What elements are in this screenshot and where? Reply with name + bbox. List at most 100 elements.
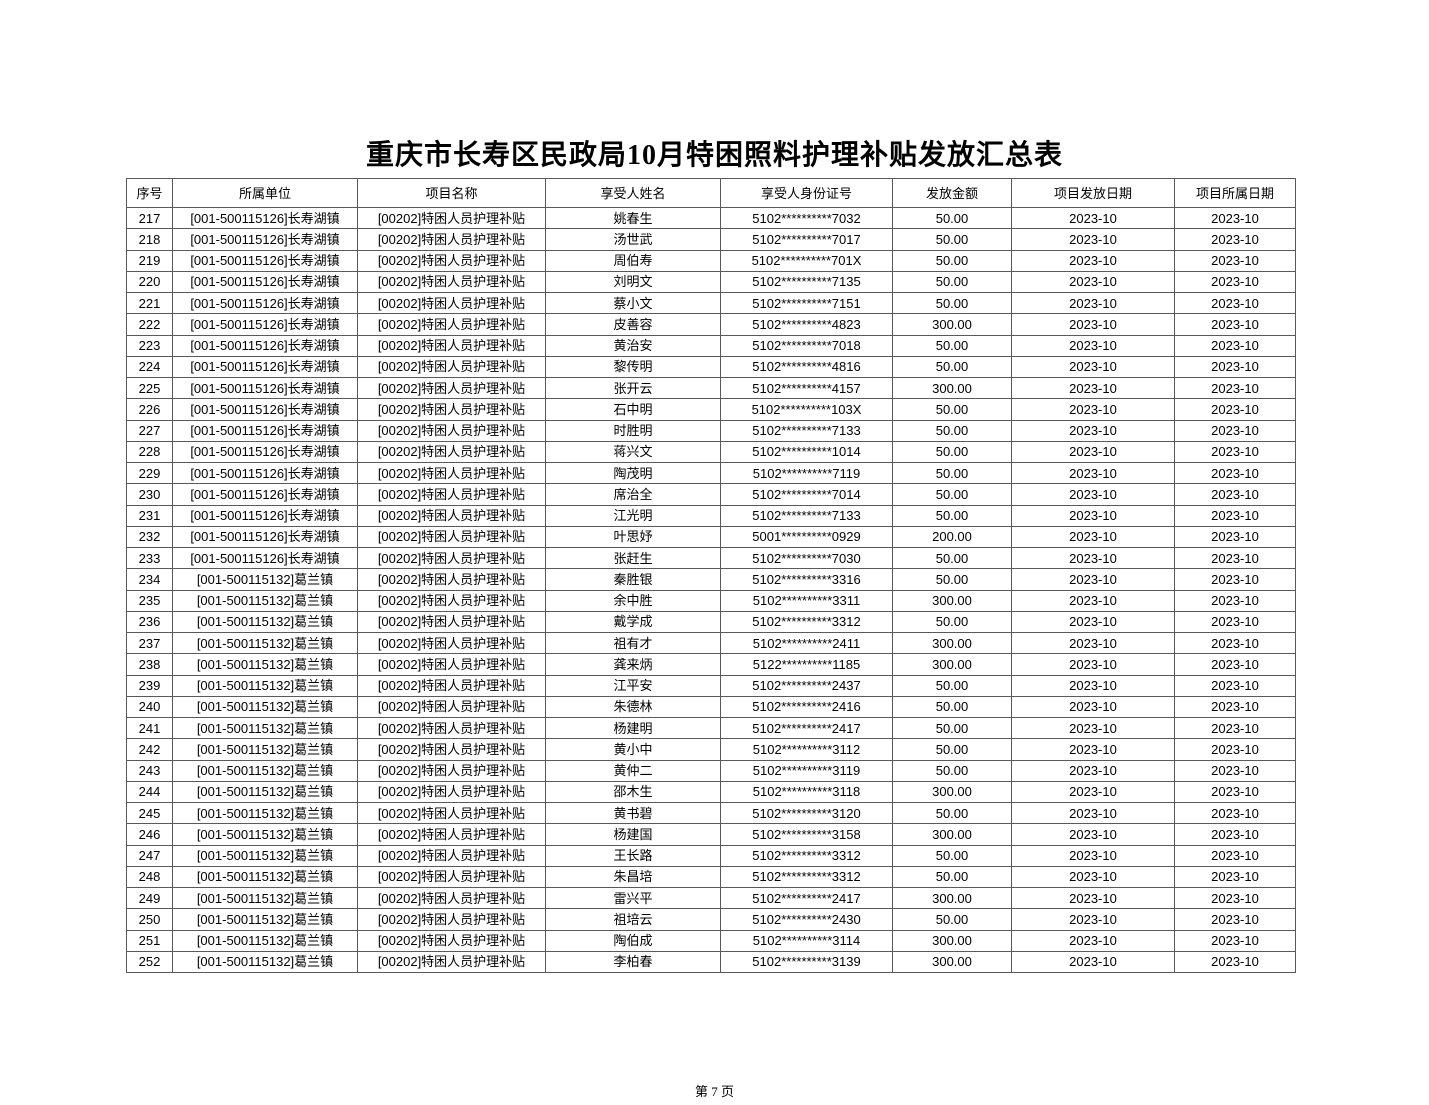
cell-period-date: 2023-10 <box>1174 865 1296 889</box>
table-row: 229 [001-500115126]长寿湖镇 [00202]特困人员护理补贴 陶茂明… <box>126 461 1296 485</box>
table-row: 249 [001-500115132]葛兰镇 [00202]特困人员护理补贴 雷兴平 5… <box>126 886 1296 910</box>
cell-id-number: 5102**********1014 <box>720 440 893 464</box>
cell-period-date: 2023-10 <box>1174 568 1296 591</box>
cell-project: [00202]特困人员护理补贴 <box>357 801 546 825</box>
header-row: 序号 所属单位 项目名称 享受人姓名 享受人身份证号 发放金额 项目发放日期 项目所属日期 <box>126 178 1296 208</box>
cell-name: 陶茂明 <box>545 461 721 485</box>
cell-id-number: 5102**********7014 <box>720 483 893 506</box>
cell-project: [00202]特困人员护理补贴 <box>357 334 546 357</box>
cell-unit: [001-500115126]长寿湖镇 <box>172 419 358 442</box>
cell-period-date: 2023-10 <box>1174 716 1296 740</box>
cell-amount: 300.00 <box>892 376 1012 400</box>
cell-amount: 50.00 <box>892 206 1012 230</box>
cell-id-number: 5102**********3120 <box>720 801 893 825</box>
cell-id-number: 5102**********3119 <box>720 759 893 782</box>
cell-period-date: 2023-10 <box>1174 483 1296 506</box>
cell-period-date: 2023-10 <box>1174 313 1296 336</box>
cell-project: [00202]特困人员护理补贴 <box>357 759 546 782</box>
column-header: 项目所属日期 <box>1174 178 1296 208</box>
cell-period-date: 2023-10 <box>1174 334 1296 357</box>
cell-unit: [001-500115132]葛兰镇 <box>172 865 358 889</box>
cell-issue-date: 2023-10 <box>1011 419 1175 442</box>
table-row: 221 [001-500115126]长寿湖镇 [00202]特困人员护理补贴 蔡小文… <box>126 291 1296 315</box>
cell-period-date: 2023-10 <box>1174 801 1296 825</box>
cell-seq: 229 <box>126 461 173 485</box>
cell-project: [00202]特困人员护理补贴 <box>357 865 546 889</box>
cell-unit: [001-500115132]葛兰镇 <box>172 780 358 804</box>
cell-amount: 300.00 <box>892 929 1012 952</box>
cell-seq: 237 <box>126 631 173 655</box>
cell-issue-date: 2023-10 <box>1011 674 1175 697</box>
cell-unit: [001-500115126]长寿湖镇 <box>172 483 358 506</box>
cell-period-date: 2023-10 <box>1174 653 1296 676</box>
cell-amount: 300.00 <box>892 313 1012 336</box>
cell-issue-date: 2023-10 <box>1011 334 1175 357</box>
table-row: 226 [001-500115126]长寿湖镇 [00202]特困人员护理补贴 石中明… <box>126 398 1296 421</box>
cell-issue-date: 2023-10 <box>1011 206 1175 230</box>
table-row: 234 [001-500115132]葛兰镇 [00202]特困人员护理补贴 秦胜银 5… <box>126 568 1296 591</box>
cell-seq: 236 <box>126 610 173 634</box>
cell-project: [00202]特困人员护理补贴 <box>357 823 546 846</box>
cell-issue-date: 2023-10 <box>1011 589 1175 612</box>
cell-period-date: 2023-10 <box>1174 546 1296 570</box>
cell-seq: 225 <box>126 376 173 400</box>
cell-id-number: 5102**********4816 <box>720 355 893 379</box>
cell-project: [00202]特困人员护理补贴 <box>357 355 546 379</box>
cell-id-number: 5102**********3158 <box>720 823 893 846</box>
cell-seq: 238 <box>126 653 173 676</box>
cell-name: 黄治安 <box>545 334 721 357</box>
cell-amount: 50.00 <box>892 355 1012 379</box>
column-header: 发放金额 <box>892 178 1012 208</box>
table-row: 247 [001-500115132]葛兰镇 [00202]特困人员护理补贴 王长路 5… <box>126 844 1296 867</box>
cell-seq: 218 <box>126 228 173 251</box>
cell-unit: [001-500115126]长寿湖镇 <box>172 334 358 357</box>
cell-period-date: 2023-10 <box>1174 270 1296 294</box>
table-row: 237 [001-500115132]葛兰镇 [00202]特困人员护理补贴 祖有才 5… <box>126 631 1296 655</box>
cell-period-date: 2023-10 <box>1174 440 1296 464</box>
cell-unit: [001-500115132]葛兰镇 <box>172 823 358 846</box>
cell-name: 杨建国 <box>545 823 721 846</box>
cell-issue-date: 2023-10 <box>1011 823 1175 846</box>
cell-unit: [001-500115132]葛兰镇 <box>172 908 358 931</box>
cell-period-date: 2023-10 <box>1174 695 1296 719</box>
cell-issue-date: 2023-10 <box>1011 355 1175 379</box>
cell-unit: [001-500115126]长寿湖镇 <box>172 291 358 315</box>
cell-amount: 300.00 <box>892 950 1012 974</box>
cell-project: [00202]特困人员护理补贴 <box>357 249 546 272</box>
cell-seq: 226 <box>126 398 173 421</box>
page-title: 重庆市长寿区民政局10月特困照料护理补贴发放汇总表 <box>365 140 1063 171</box>
cell-issue-date: 2023-10 <box>1011 631 1175 655</box>
cell-id-number: 5102**********2430 <box>720 908 893 931</box>
cell-issue-date: 2023-10 <box>1011 440 1175 464</box>
cell-name: 杨建明 <box>545 716 721 740</box>
cell-issue-date: 2023-10 <box>1011 376 1175 400</box>
cell-seq: 231 <box>126 504 173 527</box>
cell-unit: [001-500115132]葛兰镇 <box>172 886 358 910</box>
cell-name: 黄仲二 <box>545 759 721 782</box>
cell-unit: [001-500115126]长寿湖镇 <box>172 546 358 570</box>
cell-seq: 234 <box>126 568 173 591</box>
cell-seq: 242 <box>126 738 173 761</box>
cell-name: 蔡小文 <box>545 291 721 315</box>
cell-id-number: 5122**********1185 <box>720 653 893 676</box>
table-row: 223 [001-500115126]长寿湖镇 [00202]特困人员护理补贴 黄治安… <box>126 334 1296 357</box>
cell-unit: [001-500115126]长寿湖镇 <box>172 206 358 230</box>
cell-amount: 50.00 <box>892 483 1012 506</box>
cell-unit: [001-500115126]长寿湖镇 <box>172 270 358 294</box>
cell-unit: [001-500115132]葛兰镇 <box>172 674 358 697</box>
cell-unit: [001-500115126]长寿湖镇 <box>172 398 358 421</box>
cell-issue-date: 2023-10 <box>1011 886 1175 910</box>
cell-issue-date: 2023-10 <box>1011 759 1175 782</box>
cell-period-date: 2023-10 <box>1174 398 1296 421</box>
cell-name: 江光明 <box>545 504 721 527</box>
cell-period-date: 2023-10 <box>1174 844 1296 867</box>
cell-amount: 50.00 <box>892 759 1012 782</box>
cell-seq: 250 <box>126 908 173 931</box>
cell-issue-date: 2023-10 <box>1011 738 1175 761</box>
cell-seq: 247 <box>126 844 173 867</box>
cell-project: [00202]特困人员护理补贴 <box>357 886 546 910</box>
cell-issue-date: 2023-10 <box>1011 249 1175 272</box>
cell-id-number: 5102**********7133 <box>720 419 893 442</box>
cell-project: [00202]特困人员护理补贴 <box>357 674 546 697</box>
